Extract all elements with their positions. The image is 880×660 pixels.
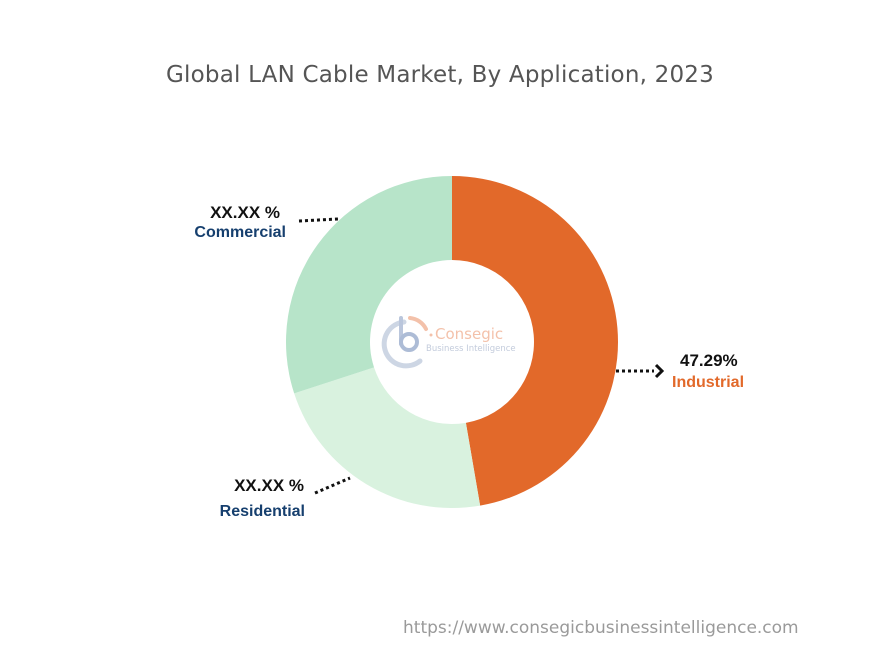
source-url: https://www.consegicbusinessintelligence… bbox=[403, 618, 799, 638]
industrial-value: 47.29% bbox=[680, 351, 738, 370]
commercial-value: XX.XX % bbox=[210, 203, 280, 222]
consegic-logo: Consegic Business Intelligence bbox=[381, 316, 516, 369]
logo-tagline: Business Intelligence bbox=[426, 344, 516, 354]
residential-leader-line bbox=[314, 476, 351, 495]
chart-title: Global LAN Cable Market, By Application,… bbox=[166, 62, 714, 88]
logo-name: Consegic bbox=[435, 325, 503, 343]
industrial-label: 47.29% bbox=[680, 351, 738, 371]
residential-value: XX.XX % bbox=[234, 476, 304, 495]
residential-name-wrap: Residential bbox=[205, 502, 305, 522]
residential-label: XX.XX % bbox=[222, 476, 304, 496]
donut-slices bbox=[286, 176, 618, 508]
industrial-name-wrap: Industrial bbox=[672, 373, 744, 393]
commercial-name: Commercial bbox=[194, 224, 286, 241]
arrow-right-icon bbox=[654, 363, 665, 379]
slice-industrial bbox=[452, 176, 618, 506]
slice-residential bbox=[294, 367, 481, 508]
commercial-name-wrap: Commercial bbox=[186, 223, 286, 243]
commercial-leader-line bbox=[298, 217, 339, 223]
commercial-label: XX.XX % bbox=[200, 203, 280, 223]
residential-name: Residential bbox=[219, 503, 305, 520]
slice-commercial bbox=[286, 176, 452, 394]
industrial-name: Industrial bbox=[672, 374, 745, 391]
